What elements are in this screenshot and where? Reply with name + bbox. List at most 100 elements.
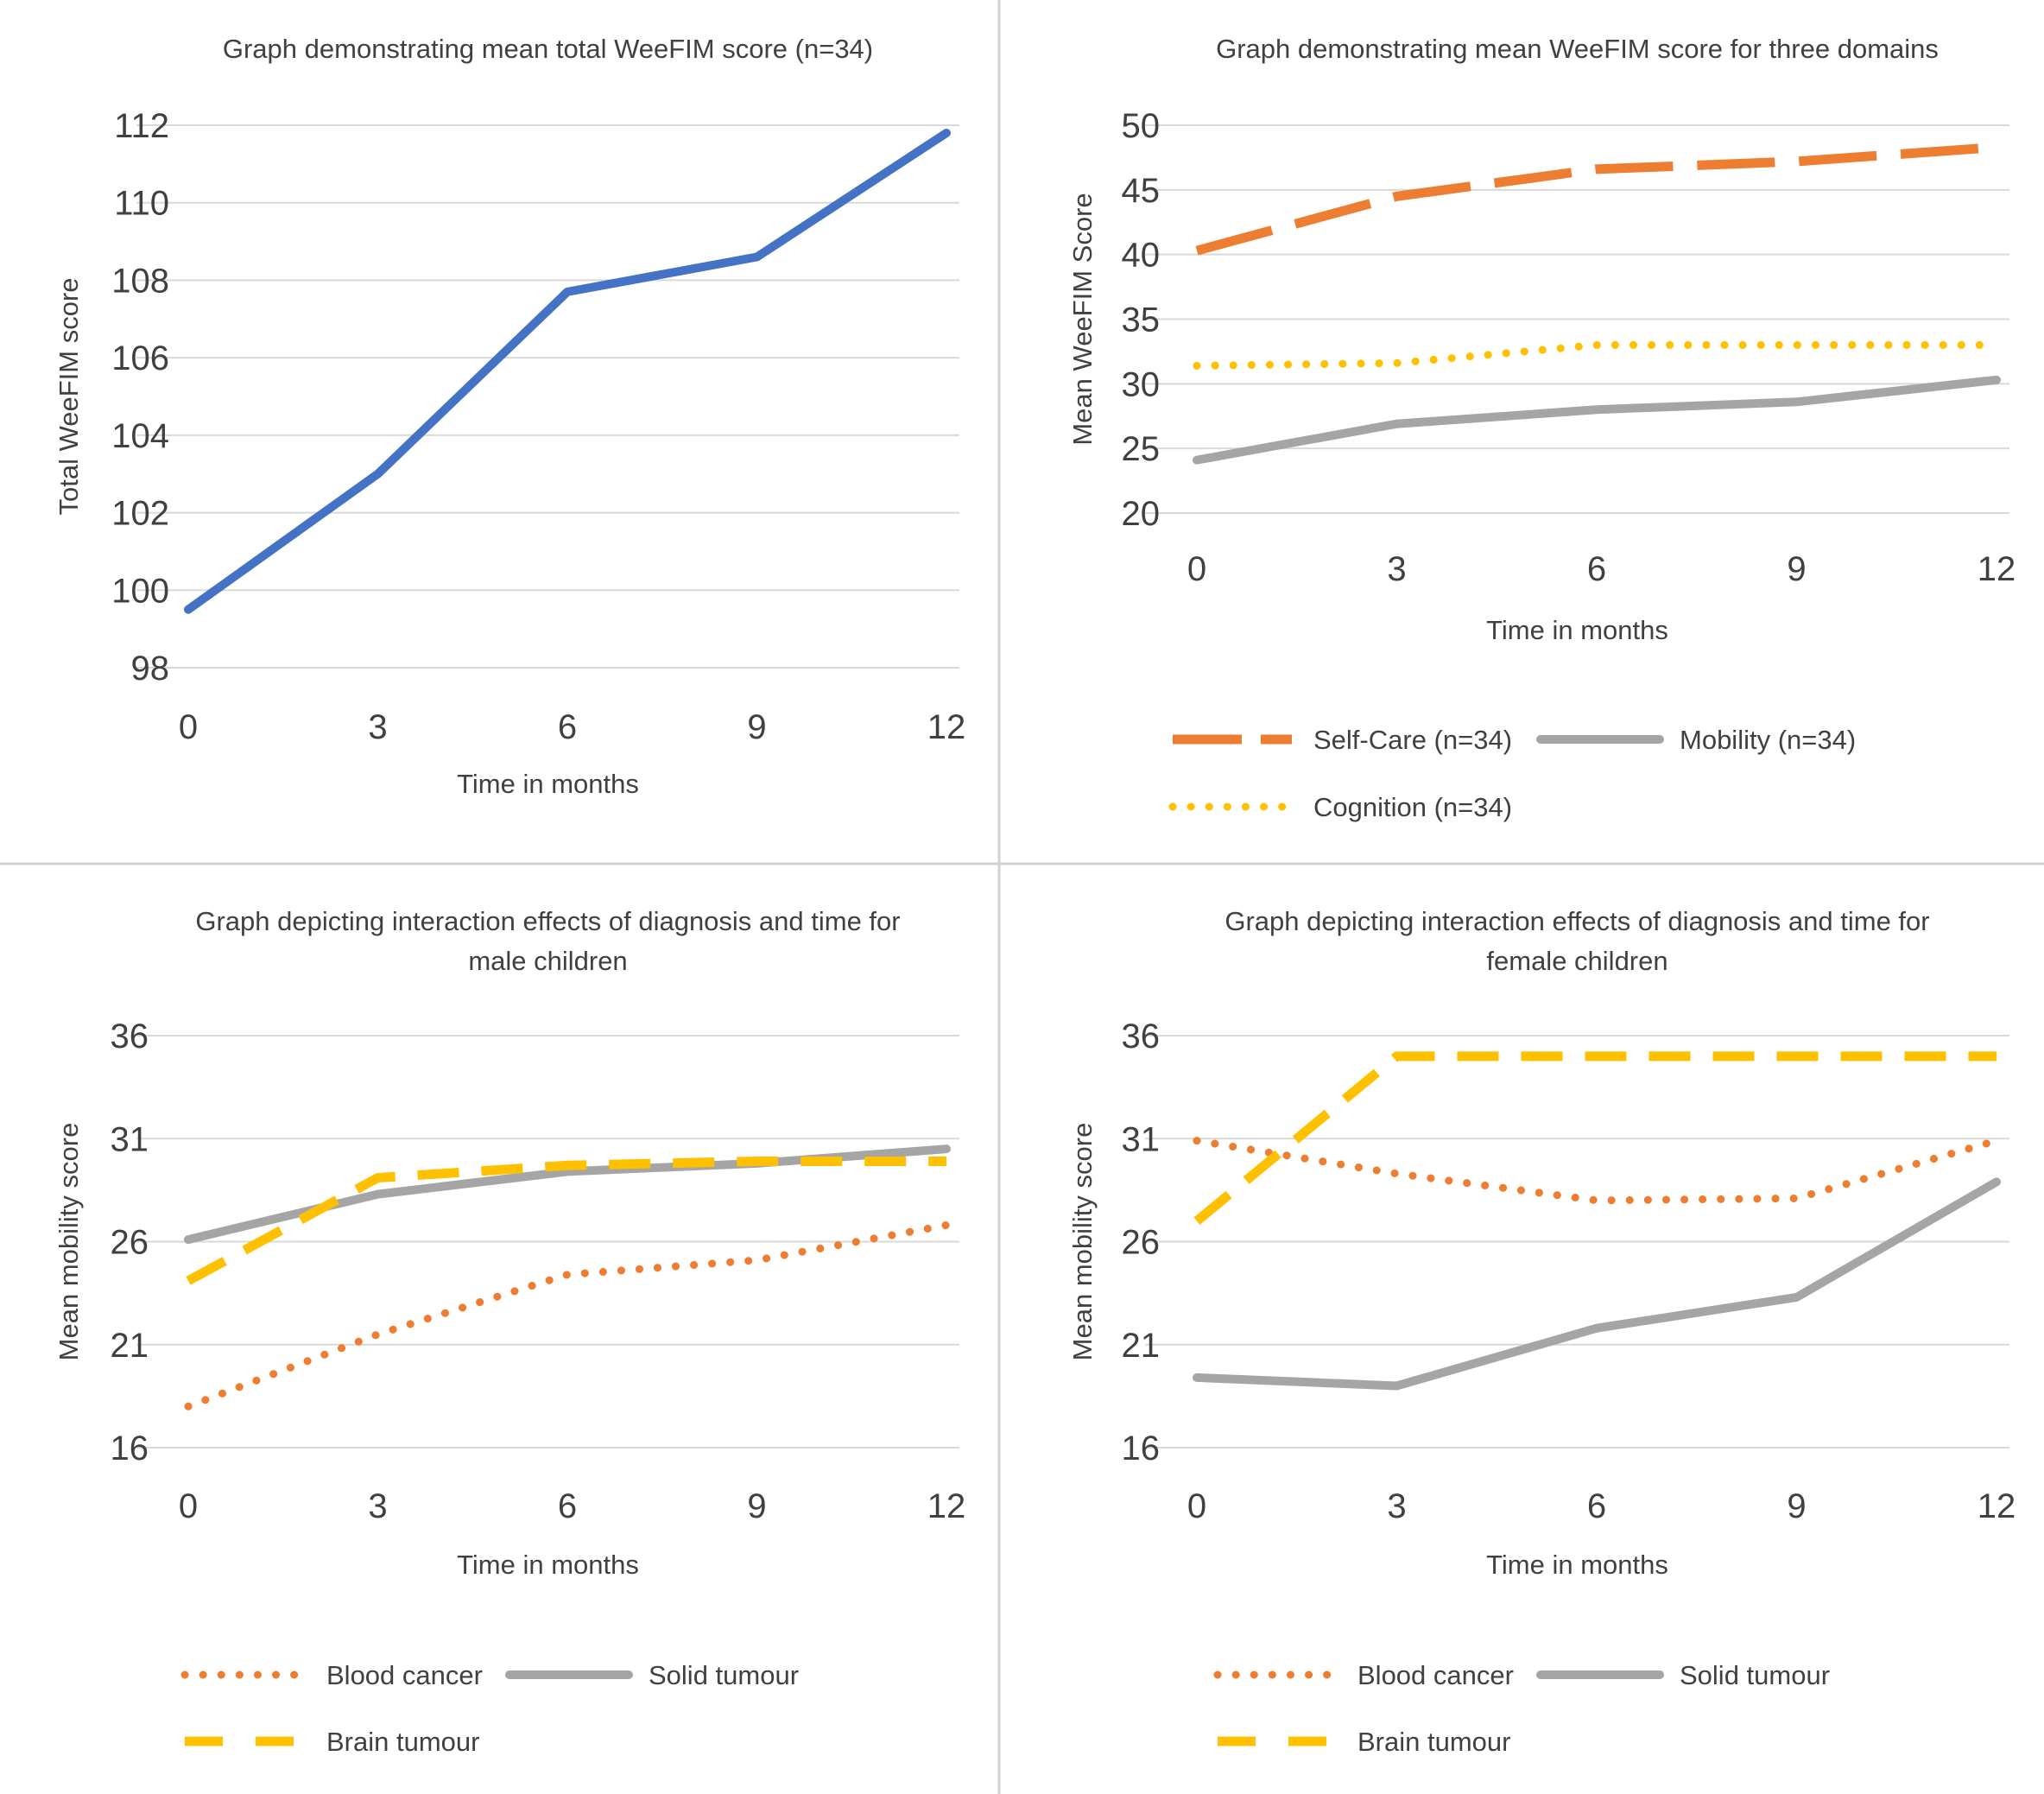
data-point (566, 291, 568, 293)
x-tick-label: 12 (927, 1487, 966, 1525)
series-line-self-care-n-34- (1195, 142, 1997, 256)
chart-title-line: Graph depicting interaction effects of d… (1225, 906, 1929, 936)
x-tick-label: 3 (1387, 1487, 1406, 1525)
legend-label: Brain tumour (326, 1727, 479, 1757)
y-tick-label: 31 (111, 1120, 149, 1158)
data-point (1396, 195, 1398, 197)
y-tick-label: 36 (111, 1017, 149, 1055)
x-tick-label: 0 (179, 708, 198, 746)
y-axis-label: Mean WeeFIM Score (1067, 193, 1098, 445)
series-line-cognition-n-34- (1193, 340, 2001, 370)
data-point (1796, 1055, 1798, 1057)
x-tick-label: 9 (747, 1487, 766, 1525)
data-point (1396, 1055, 1398, 1057)
x-tick-label: 6 (1587, 550, 1606, 588)
data-point (946, 1148, 947, 1150)
data-point (1596, 1055, 1598, 1057)
data-point (566, 1274, 568, 1276)
legend-label: Self-Care (n=34) (1313, 725, 1512, 755)
legend-label: Mobility (n=34) (1680, 725, 1856, 755)
x-tick-label: 3 (368, 1487, 387, 1525)
y-tick-label: 100 (111, 572, 169, 610)
y-tick-label: 16 (1122, 1429, 1161, 1468)
data-point (1396, 423, 1398, 425)
data-point (1396, 362, 1398, 364)
series-line-brain-tumour (1193, 1051, 1997, 1225)
y-tick-label: 36 (1122, 1017, 1161, 1055)
series-line-total (184, 128, 951, 614)
data-point (187, 1239, 189, 1240)
y-tick-label: 98 (131, 650, 170, 688)
y-tick-label: 104 (111, 417, 169, 455)
y-tick-label: 26 (1122, 1224, 1161, 1262)
x-tick-label: 12 (1978, 550, 2016, 588)
series-line-blood-cancer (184, 1220, 951, 1410)
data-point (1196, 250, 1198, 251)
x-tick-label: 9 (747, 708, 766, 746)
data-point (1596, 344, 1598, 345)
legend-label: Cognition (n=34) (1313, 792, 1512, 822)
x-axis-label: Time in months (1486, 1550, 1668, 1580)
chart-panel-1: Graph demonstrating mean total WeeFIM sc… (54, 34, 965, 799)
x-tick-label: 9 (1787, 550, 1806, 588)
y-tick-label: 112 (114, 107, 169, 145)
data-point (1996, 344, 1997, 345)
data-point (756, 1259, 758, 1261)
y-tick-label: 40 (1122, 237, 1161, 275)
x-tick-label: 12 (1978, 1487, 2016, 1525)
data-point (566, 1170, 568, 1172)
data-point (1596, 168, 1598, 170)
y-tick-label: 108 (111, 262, 169, 300)
chart-title-line: female children (1486, 946, 1667, 976)
data-point (187, 609, 189, 611)
legend-label: Blood cancer (1357, 1660, 1514, 1690)
y-axis-label: Total WeeFIM score (54, 277, 84, 515)
y-axis-label: Mean mobility score (54, 1123, 84, 1361)
y-tick-label: 20 (1122, 495, 1161, 533)
data-point (1396, 1173, 1398, 1175)
data-point (946, 132, 947, 134)
x-tick-label: 6 (1587, 1487, 1606, 1525)
data-point (1596, 409, 1598, 410)
y-tick-label: 21 (1122, 1327, 1161, 1365)
data-point (566, 1164, 568, 1166)
chart-panel-4: Graph depicting interaction effects of d… (1067, 906, 2016, 1757)
y-tick-label: 45 (1122, 172, 1161, 210)
data-point (1996, 379, 1997, 381)
data-point (1396, 1385, 1398, 1386)
series-line-blood-cancer (1193, 1137, 2001, 1205)
chart-title-line: Graph depicting interaction effects of d… (195, 906, 900, 936)
data-point (1796, 161, 1798, 162)
data-point (1596, 1200, 1598, 1201)
y-tick-label: 16 (111, 1429, 149, 1468)
data-point (1796, 1197, 1798, 1199)
data-point (377, 1177, 379, 1179)
y-axis-label: Mean mobility score (1067, 1123, 1098, 1361)
data-point (1796, 401, 1798, 403)
x-tick-label: 0 (1187, 1487, 1206, 1525)
data-point (1196, 1140, 1198, 1142)
legend-label: Brain tumour (1357, 1727, 1510, 1757)
x-tick-label: 3 (368, 708, 387, 746)
y-tick-label: 106 (111, 339, 169, 377)
data-point (946, 1224, 947, 1226)
series-line-solid-tumour (1193, 1177, 2001, 1391)
y-tick-label: 110 (114, 185, 169, 223)
data-point (1996, 146, 1997, 148)
data-point (756, 257, 758, 258)
data-point (377, 1194, 379, 1195)
y-tick-label: 30 (1122, 365, 1161, 403)
data-point (1596, 1328, 1598, 1329)
y-tick-label: 25 (1122, 430, 1161, 468)
data-point (1196, 1220, 1198, 1222)
chart-title-line: male children (468, 946, 627, 976)
chart-title: Graph demonstrating mean WeeFIM score fo… (1216, 34, 1939, 64)
x-tick-label: 12 (927, 708, 966, 746)
x-tick-label: 6 (558, 1487, 577, 1525)
x-tick-label: 6 (558, 708, 577, 746)
data-point (946, 1160, 947, 1162)
data-point (1196, 460, 1198, 461)
y-tick-label: 21 (111, 1327, 149, 1365)
legend-label: Blood cancer (326, 1660, 483, 1690)
data-point (377, 1334, 379, 1335)
